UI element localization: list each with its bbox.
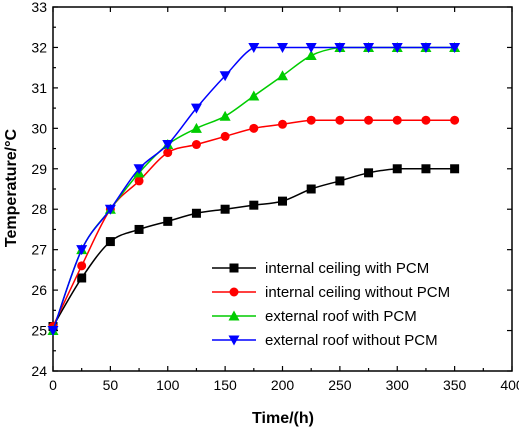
y-tick-label: 32 [31, 39, 47, 55]
data-point [305, 42, 317, 53]
legend-item: external roof with PCM [212, 308, 417, 325]
data-point [421, 115, 431, 125]
y-tick-label: 30 [31, 120, 47, 136]
data-point [133, 164, 145, 175]
data-point [363, 42, 375, 53]
data-point [104, 204, 116, 215]
data-point [249, 200, 259, 210]
x-tick-label: 0 [49, 377, 57, 393]
data-point [249, 123, 259, 133]
y-tick-label: 27 [31, 242, 47, 258]
data-point [105, 237, 115, 247]
legend-label: external roof without PCM [265, 332, 438, 349]
legend-marker [229, 263, 239, 273]
data-point [420, 42, 432, 53]
data-point [248, 90, 260, 101]
data-point [134, 224, 144, 234]
data-point [306, 115, 316, 125]
data-point [190, 103, 202, 114]
legend-marker [228, 310, 240, 321]
data-point [77, 261, 87, 271]
legend: internal ceiling with PCM internal ceilin… [212, 260, 450, 349]
x-axis-title: Time/(h) [252, 410, 314, 427]
data-point [219, 110, 231, 121]
series-layer [47, 41, 461, 337]
data-point [421, 164, 431, 174]
x-tick-label: 300 [386, 377, 410, 393]
data-point [277, 70, 288, 81]
data-point [334, 42, 346, 53]
y-axis-title: Temperature/°C [3, 128, 20, 247]
data-point [220, 204, 230, 214]
x-tick-label: 150 [213, 377, 237, 393]
data-point [335, 176, 345, 186]
y-tick-label: 25 [31, 323, 47, 339]
data-point [450, 164, 460, 174]
legend-label: external roof with PCM [265, 308, 417, 325]
x-tick-label: 250 [328, 377, 352, 393]
legend-item: internal ceiling with PCM [212, 260, 429, 277]
data-point [134, 176, 144, 186]
legend-marker [228, 335, 240, 346]
data-point [248, 42, 260, 53]
x-tick-label: 100 [156, 377, 180, 393]
y-tick-label: 24 [31, 363, 47, 379]
data-point [220, 131, 230, 141]
data-point [47, 326, 59, 337]
legend-label: internal ceiling with PCM [265, 260, 429, 277]
x-tick-label: 50 [103, 377, 119, 393]
data-point [163, 216, 173, 226]
x-tick-label: 400 [500, 377, 519, 393]
y-tick-label: 29 [31, 161, 47, 177]
data-point [278, 196, 287, 206]
x-tick-label: 350 [443, 377, 467, 393]
data-point [76, 245, 88, 256]
data-point [277, 42, 288, 53]
data-point [392, 164, 402, 174]
y-tick-label: 26 [31, 282, 47, 298]
series-line [52, 168, 455, 327]
legend-item: external roof without PCM [212, 332, 438, 349]
data-point [191, 208, 201, 218]
data-point [190, 122, 202, 133]
data-point [449, 42, 461, 53]
data-point [163, 148, 173, 158]
data-point [364, 115, 374, 125]
data-point [162, 140, 174, 151]
data-point [191, 140, 201, 150]
data-point [392, 115, 402, 125]
data-point [278, 119, 287, 129]
x-tick-label: 200 [271, 377, 295, 393]
legend-marker [229, 287, 239, 297]
legend-label: internal ceiling without PCM [265, 284, 450, 301]
y-tick-label: 33 [31, 0, 47, 15]
y-tick-label: 28 [31, 201, 47, 217]
data-point [219, 71, 231, 82]
data-point [306, 184, 316, 194]
data-point [77, 273, 87, 283]
series-1 [48, 164, 460, 332]
data-point [391, 42, 403, 53]
data-point [450, 115, 460, 125]
data-point [305, 50, 317, 61]
legend-item: internal ceiling without PCM [212, 284, 450, 301]
y-tick-label: 31 [31, 80, 47, 96]
data-point [335, 115, 345, 125]
plot-axes: 0 50 100 150 200 250 300 350 400 24 25 26 27 28 29 30 31… [31, 0, 519, 393]
series-4 [47, 42, 461, 337]
data-point [364, 168, 374, 178]
